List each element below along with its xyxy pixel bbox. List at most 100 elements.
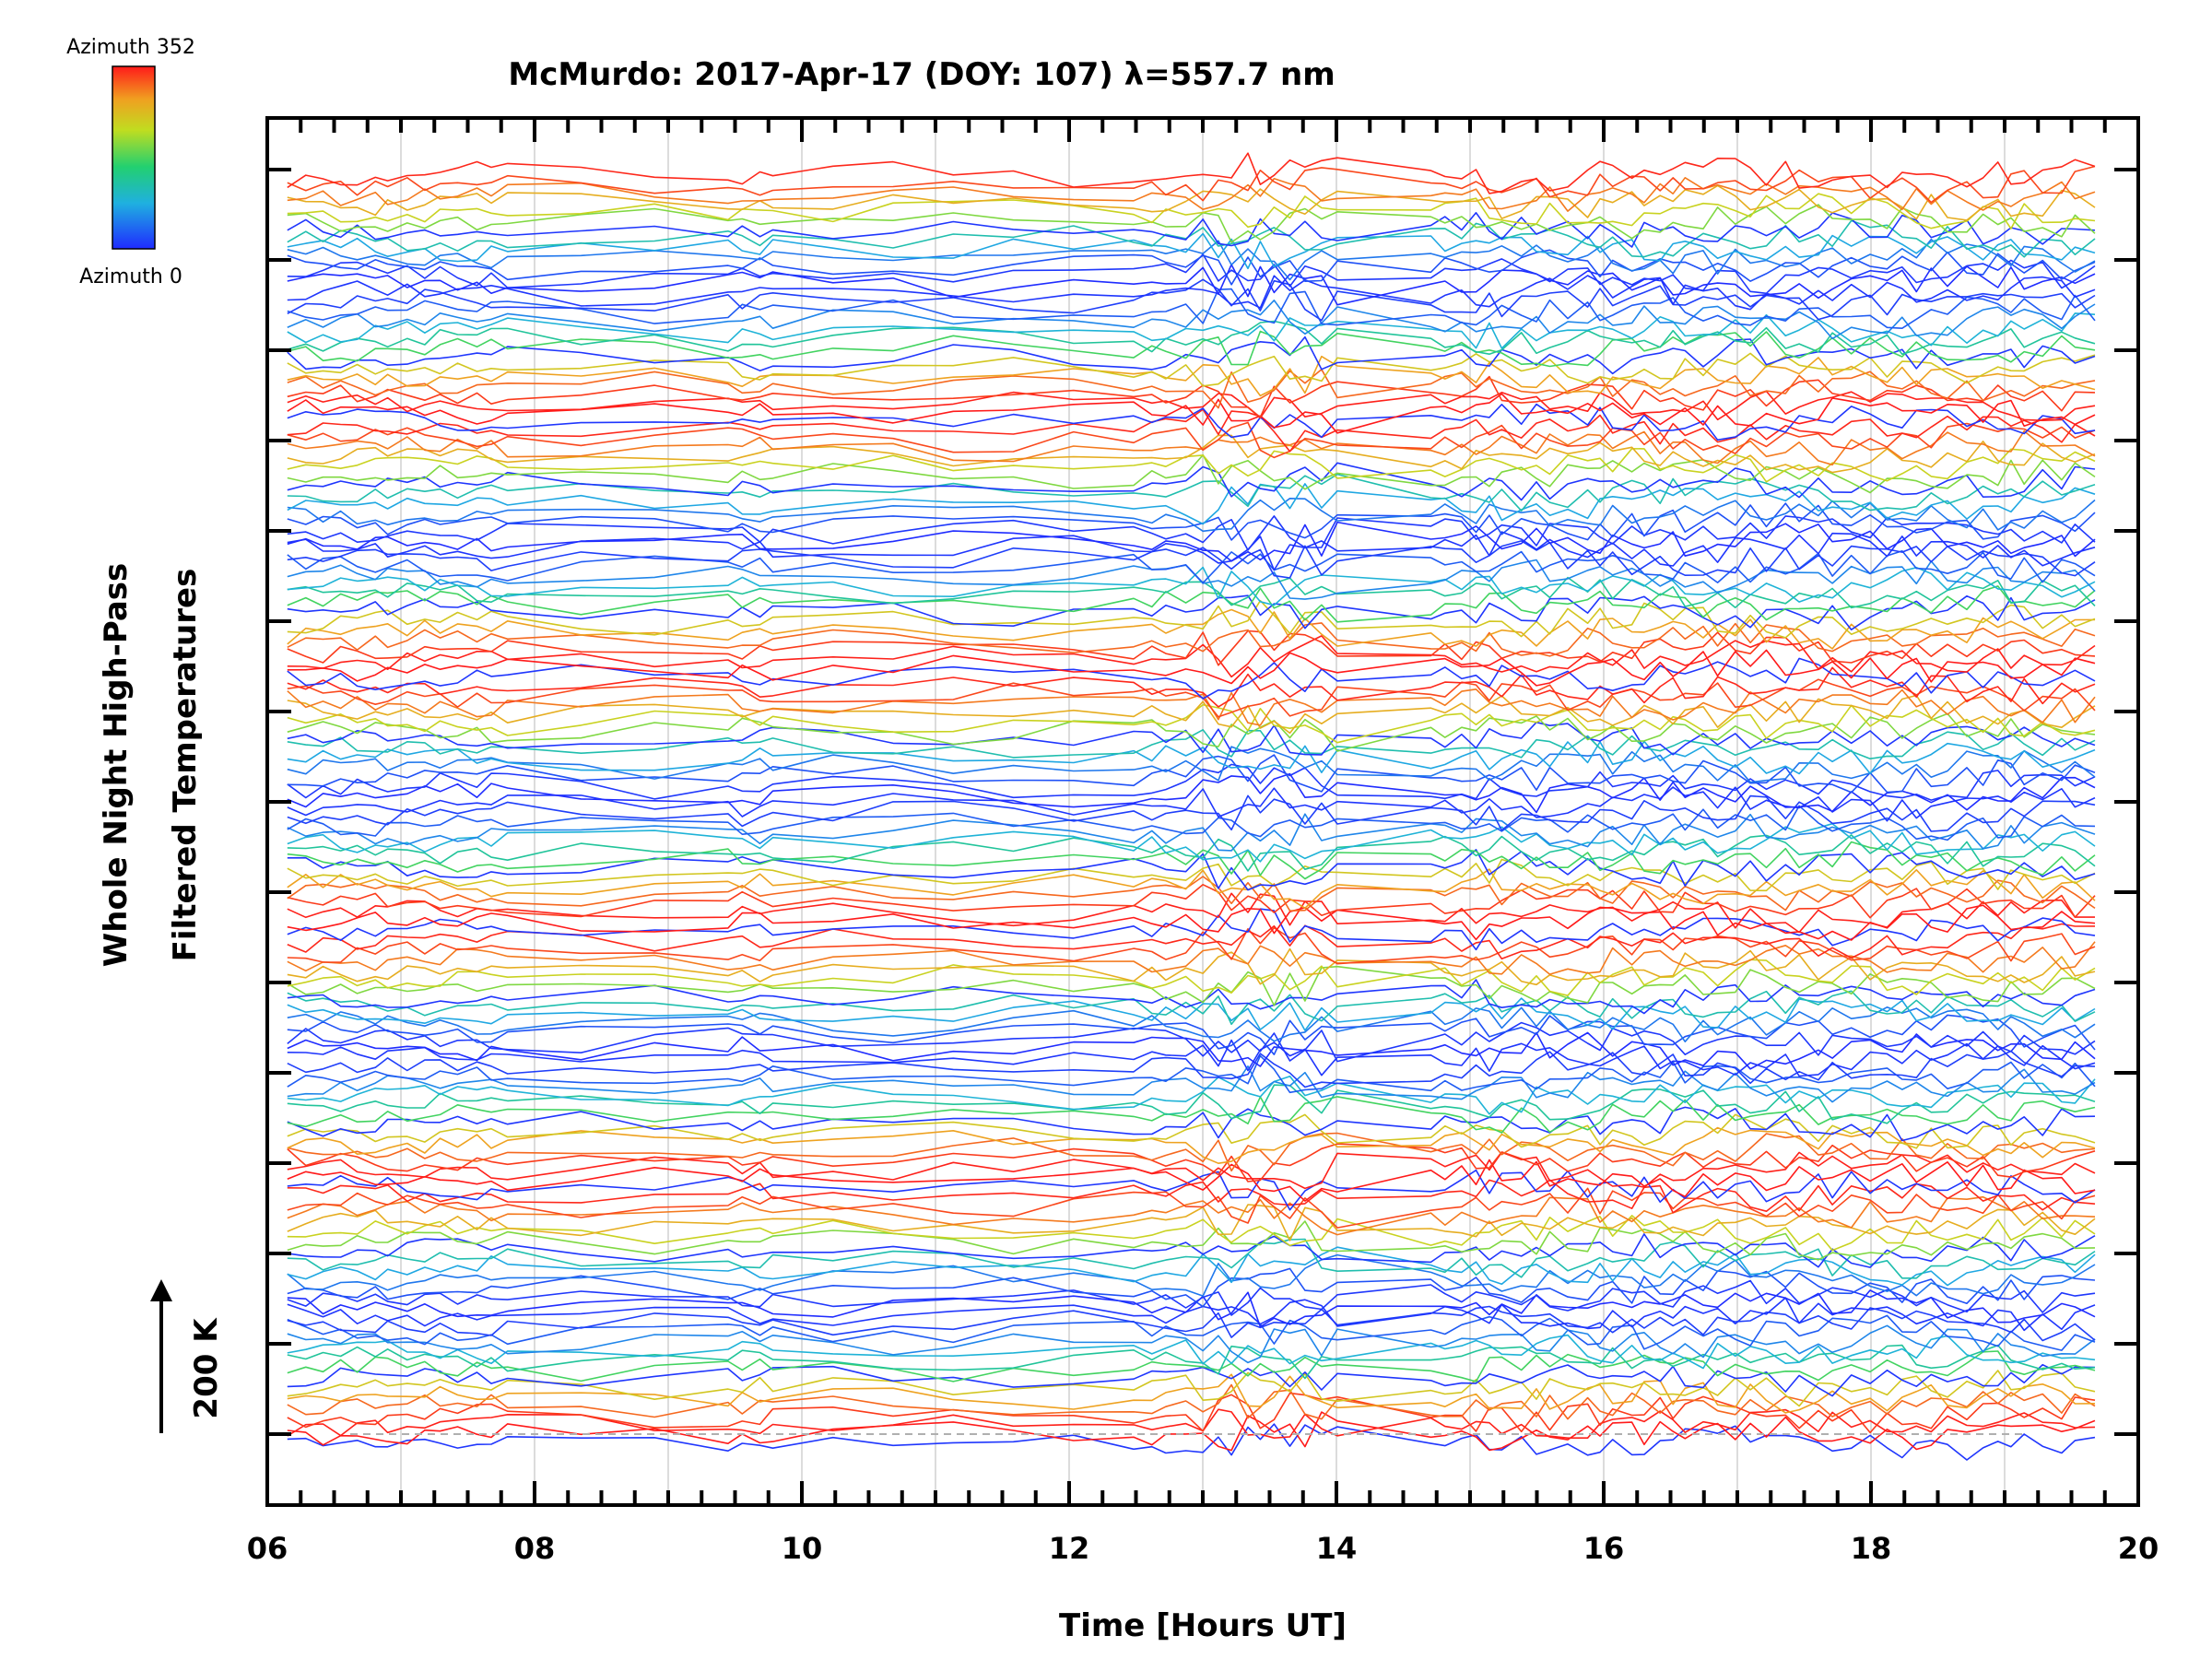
trace-series bbox=[287, 1373, 2096, 1414]
trace-series bbox=[287, 608, 2096, 650]
trace-series bbox=[287, 876, 2096, 912]
trace-series bbox=[287, 275, 2096, 311]
trace-series bbox=[287, 979, 2096, 1015]
trace-series bbox=[287, 822, 2096, 863]
trace-series bbox=[287, 531, 2096, 571]
trace-series bbox=[287, 834, 2096, 872]
trace-series bbox=[287, 238, 2096, 281]
chart-title: McMurdo: 2017-Apr-17 (DOY: 107) λ=557.7 … bbox=[508, 56, 1335, 93]
trace-series bbox=[287, 786, 2096, 822]
trace-series bbox=[287, 1246, 2096, 1287]
trace-series bbox=[287, 1411, 2096, 1452]
trace-series bbox=[287, 375, 2096, 418]
trace-series bbox=[287, 429, 2096, 466]
colorbar: Azimuth 352 Azimuth 0 bbox=[66, 36, 195, 288]
trace-series bbox=[287, 152, 2096, 194]
trace-series bbox=[287, 666, 2096, 708]
trace-series bbox=[287, 1324, 2096, 1364]
trace-series bbox=[287, 941, 2096, 975]
trace-series bbox=[287, 312, 2096, 349]
x-tick-label-08: 08 bbox=[514, 1531, 556, 1566]
trace-series bbox=[287, 264, 2096, 306]
trace-series bbox=[287, 997, 2096, 1031]
trace-series bbox=[287, 599, 2096, 639]
trace-series bbox=[287, 1106, 2096, 1142]
trace-series bbox=[287, 1096, 2096, 1134]
trace-series bbox=[287, 502, 2096, 541]
trace-series bbox=[287, 393, 2096, 434]
trace-series bbox=[287, 868, 2096, 910]
trace-series bbox=[287, 288, 2096, 330]
trace-series bbox=[287, 849, 2096, 891]
trace-series bbox=[287, 1305, 2096, 1342]
trace-series bbox=[287, 253, 2096, 295]
trace-series bbox=[287, 212, 2096, 248]
trace-series bbox=[287, 352, 2096, 387]
trace-series bbox=[287, 1195, 2096, 1236]
trace-series bbox=[287, 1113, 2096, 1149]
y-axis-label-line-2: Filtered Temperatures bbox=[167, 569, 204, 962]
trace-series bbox=[287, 1363, 2096, 1397]
trace-series bbox=[287, 566, 2096, 606]
trace-series bbox=[287, 299, 2096, 340]
colorbar-bottom-label: Azimuth 0 bbox=[79, 265, 182, 288]
trace-series bbox=[287, 1151, 2096, 1190]
trace-series bbox=[287, 1132, 2096, 1172]
trace-series bbox=[287, 1279, 2096, 1316]
trace-series bbox=[287, 403, 2096, 441]
trace-series bbox=[287, 559, 2096, 600]
trace-series bbox=[287, 1215, 2096, 1252]
trace-series bbox=[287, 694, 2096, 735]
trace-series bbox=[287, 594, 2096, 631]
trace-series bbox=[287, 515, 2096, 551]
trace-series bbox=[287, 320, 2096, 356]
trace-series bbox=[287, 763, 2096, 801]
trace-series bbox=[287, 249, 2096, 286]
trace-series bbox=[287, 1021, 2096, 1063]
trace-series bbox=[287, 622, 2096, 657]
trace-series bbox=[287, 1253, 2096, 1297]
trace-series bbox=[287, 390, 2096, 422]
trace-series bbox=[287, 434, 2096, 474]
axis-ticks bbox=[265, 118, 2140, 1505]
trace-series bbox=[287, 754, 2096, 794]
trace-series bbox=[287, 1084, 2096, 1124]
scale-indicator-label: 200 K bbox=[188, 1317, 225, 1419]
trace-series bbox=[287, 1076, 2096, 1115]
trace-series bbox=[287, 728, 2096, 760]
trace-series bbox=[287, 497, 2096, 533]
trace-series bbox=[287, 335, 2096, 375]
trace-series bbox=[287, 184, 2096, 221]
x-tick-labels: 06 08 10 12 14 16 18 20 bbox=[247, 1531, 2159, 1566]
trace-series bbox=[287, 1423, 2096, 1461]
trace-series bbox=[287, 1233, 2096, 1268]
trace-series bbox=[287, 330, 2096, 368]
trace-series bbox=[287, 1204, 2096, 1241]
trace-series bbox=[287, 585, 2096, 623]
trace-series bbox=[287, 990, 2096, 1026]
trace-series bbox=[287, 858, 2096, 892]
trace-series bbox=[287, 453, 2096, 494]
trace-series bbox=[287, 926, 2096, 965]
x-tick-label-06: 06 bbox=[247, 1531, 288, 1566]
trace-series bbox=[287, 355, 2096, 397]
trace-series bbox=[287, 965, 2096, 1006]
trace-series bbox=[287, 1014, 2096, 1055]
trace-series bbox=[287, 883, 2096, 919]
x-tick-label-18: 18 bbox=[1851, 1531, 1892, 1566]
trace-series bbox=[287, 1050, 2096, 1088]
trace-series bbox=[287, 278, 2096, 322]
trace-series bbox=[287, 1408, 2096, 1439]
trace-series bbox=[287, 447, 2096, 483]
trace-series bbox=[287, 1031, 2096, 1070]
trace-series bbox=[287, 703, 2096, 744]
trace-series bbox=[287, 908, 2096, 951]
trace-series bbox=[287, 649, 2096, 687]
trace-series bbox=[287, 721, 2096, 756]
trace-series bbox=[287, 421, 2096, 459]
trace-series bbox=[287, 549, 2096, 584]
trace-series bbox=[287, 813, 2096, 852]
colorbar-gradient bbox=[112, 65, 156, 250]
trace-series bbox=[287, 1065, 2096, 1103]
